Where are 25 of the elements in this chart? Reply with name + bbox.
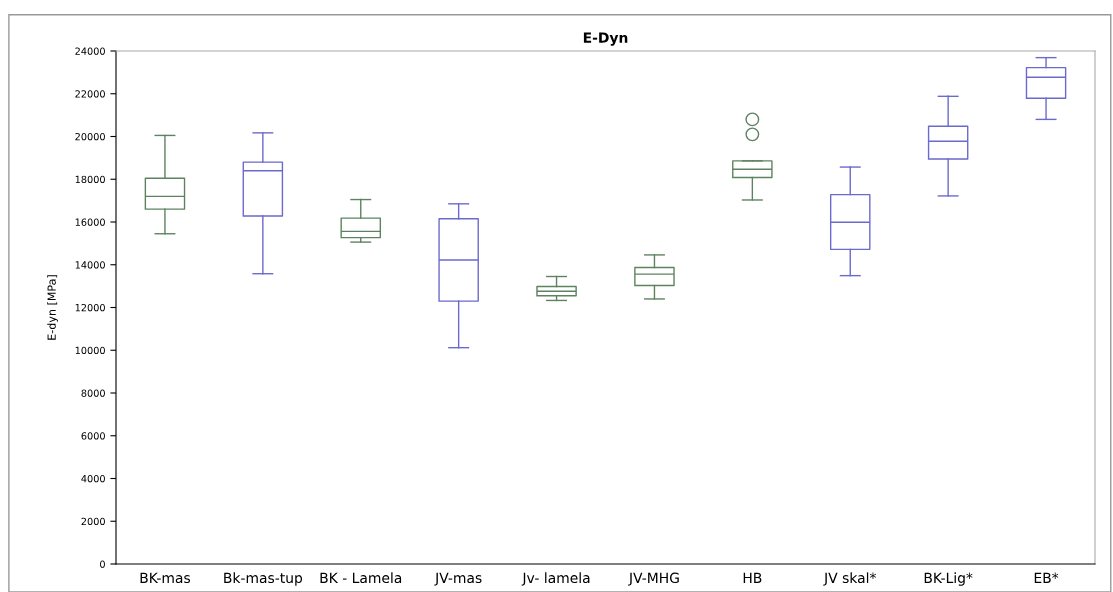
y-tick-label: 12000	[75, 303, 105, 312]
y-tick-label: 20000	[75, 132, 105, 141]
x-tick-label: BK - Lamela	[320, 572, 402, 584]
x-tick-label: HB	[743, 572, 762, 583]
y-tick-label: 8000	[81, 389, 105, 397]
y-tick-label: 2000	[81, 517, 105, 526]
x-tick-label: Bk-mas-tup	[224, 572, 303, 586]
y-tick-label: 18000	[75, 175, 105, 184]
x-tick-label: BK-Lig*	[924, 572, 973, 586]
x-tick-label: EB*	[1034, 572, 1059, 583]
y-tick-label: 10000	[75, 346, 105, 355]
y-tick-label: 22000	[75, 90, 105, 98]
x-tick-label: BK-mas	[140, 572, 191, 584]
y-tick-label: 0	[100, 560, 105, 568]
y-tick-label: 14000	[75, 261, 105, 269]
x-tick-label: JV skal*	[823, 572, 877, 586]
x-tick-label: JV-MHG	[628, 572, 679, 586]
x-tick-label: JV-mas	[434, 572, 482, 586]
y-tick-label: 24000	[75, 47, 105, 55]
x-tick-label: Jv- lamela	[521, 572, 590, 586]
y-tick-label: 4000	[81, 474, 105, 483]
y-tick-label: 16000	[75, 218, 105, 226]
y-tick-label: 6000	[81, 432, 105, 440]
chart-title: E-Dyn	[583, 32, 628, 46]
y-axis-title: E-dyn [MPa]	[47, 275, 58, 340]
